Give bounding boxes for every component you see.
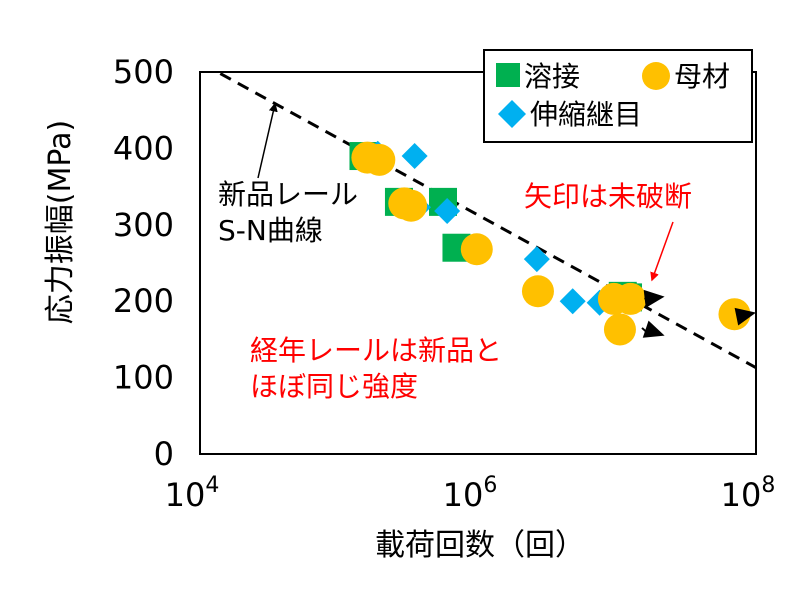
runout-label-line1: 矢印は未破断: [524, 180, 692, 213]
legend-circle-icon: [642, 62, 670, 90]
aged-rail-label-line2: ほぼ同じ強度: [250, 370, 418, 403]
runout-arrows: [641, 289, 756, 338]
legend-box: [483, 49, 753, 143]
aged-rail-label: 経年レールは新品と ほぼ同じ強度: [250, 334, 511, 403]
runout-label: 矢印は未破断: [524, 180, 692, 213]
runout-arrowhead: [734, 307, 756, 326]
y-tick-label: 500: [113, 53, 174, 91]
x-tick-label: 106: [443, 473, 498, 514]
y-tick-label: 100: [113, 359, 174, 397]
x-tick-labels: 104 106 108: [165, 473, 776, 514]
legend: 溶接 母材 伸縮継目: [483, 49, 753, 143]
runout-arrowhead: [642, 320, 665, 338]
x-tick-label: 108: [721, 473, 776, 514]
base-material-marker: [603, 313, 636, 346]
y-tick-label: 0: [154, 435, 174, 473]
x-tick-base: 10: [165, 476, 206, 514]
data-markers: [349, 140, 751, 346]
base-material-marker: [460, 233, 493, 266]
aged-rail-label-line1: 経年レールは新品と: [250, 334, 502, 367]
x-axis-label: 載荷回数（回）: [375, 528, 585, 563]
expansion-joint-marker: [559, 288, 586, 315]
sn-curve-label-line2: S-N曲線: [218, 214, 323, 247]
sn-curve-label-line1: 新品レール: [218, 178, 358, 211]
y-tick-labels: 0 100 200 300 400 500: [113, 53, 174, 473]
y-axis-label: 応力振幅(MPa): [43, 120, 78, 324]
legend-diamond-icon: [498, 100, 526, 128]
x-tick-base: 10: [443, 476, 484, 514]
y-tick-label: 200: [113, 282, 174, 320]
legend-label-weld: 溶接: [524, 60, 580, 93]
base-material-marker: [614, 282, 647, 315]
expansion-joint-marker: [401, 143, 428, 170]
sn-curve-label: 新品レール S-N曲線: [218, 178, 367, 247]
runout-label-pointer: [650, 221, 674, 282]
x-tick-exponent: 6: [483, 473, 497, 498]
y-tick-label: 300: [113, 206, 174, 244]
x-tick-base: 10: [721, 476, 762, 514]
sn-label-pointer: [257, 102, 278, 179]
sn-curve-line: [219, 72, 757, 369]
x-tick-exponent: 8: [761, 473, 775, 498]
expansion-joint-marker: [523, 246, 550, 273]
x-tick-label: 104: [165, 473, 220, 514]
legend-label-joint: 伸縮継目: [530, 98, 642, 131]
x-tick-exponent: 4: [205, 473, 219, 498]
expansion-joint-marker: [434, 198, 461, 225]
plot-area: [199, 71, 757, 455]
legend-label-base: 母材: [674, 60, 730, 93]
runout-arrowhead: [643, 289, 665, 308]
base-material-marker: [521, 275, 554, 308]
legend-square-icon: [496, 63, 520, 87]
base-material-marker: [395, 189, 428, 222]
y-tick-label: 400: [113, 129, 174, 167]
base-material-marker: [363, 143, 396, 176]
